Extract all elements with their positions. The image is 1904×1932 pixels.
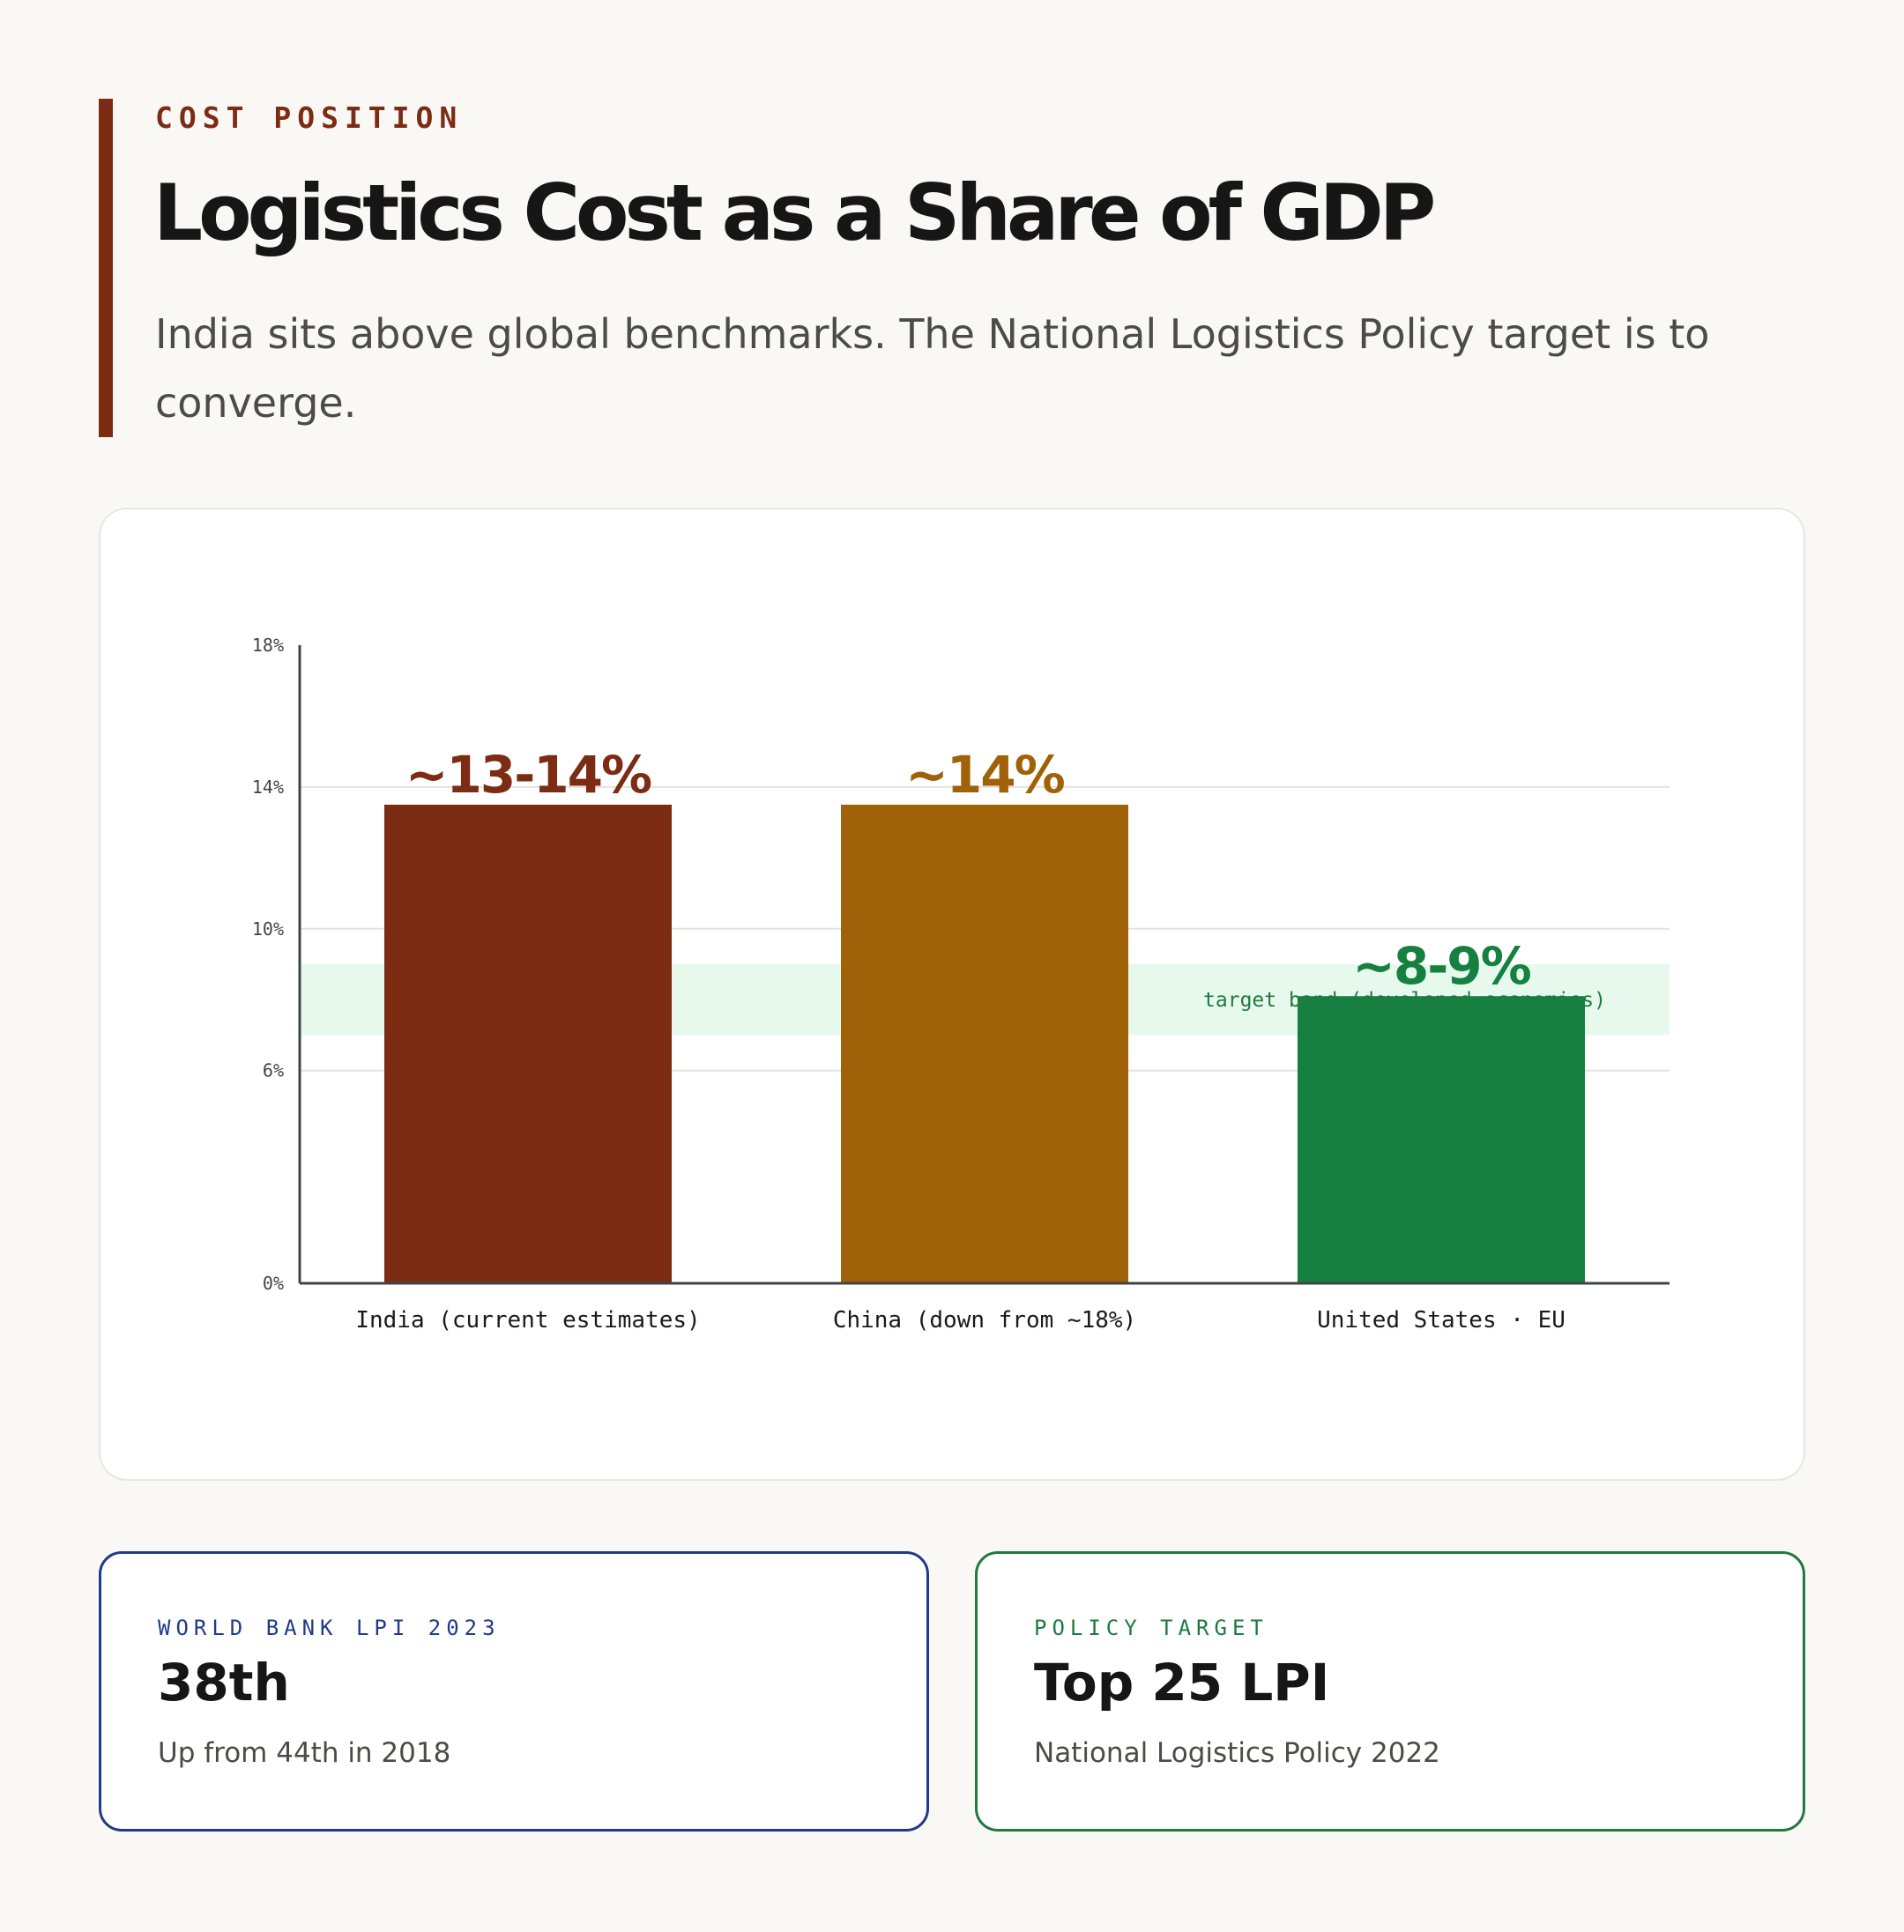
x-category-label: United States · EU xyxy=(1317,1307,1566,1334)
stat-label: WORLD BANK LPI 2023 xyxy=(158,1616,501,1640)
page-title: Logistics Cost as a Share of GDP xyxy=(153,167,1436,258)
bar-value-label: ~14% xyxy=(905,745,1064,805)
target-band-label: target band (developed economies) xyxy=(1203,989,1606,1012)
stat-card-lpi: WORLD BANK LPI 2023 38th Up from 44th in… xyxy=(99,1551,929,1832)
stat-note: National Logistics Policy 2022 xyxy=(1034,1737,1440,1769)
y-tick-label: 18% xyxy=(252,635,284,656)
bar xyxy=(841,805,1128,1283)
chart-card: 0% 6% 10% 14% 18% ~13-14% India (current estim… xyxy=(99,508,1805,1481)
stat-value: 38th xyxy=(158,1653,290,1713)
stat-note: Up from 44th in 2018 xyxy=(158,1737,451,1769)
bar-chart: 0% 6% 10% 14% 18% ~13-14% India (current estim… xyxy=(252,635,1670,1334)
bar-value-label: ~8-9% xyxy=(1352,936,1530,996)
y-tick-label: 0% xyxy=(263,1273,284,1294)
section-header: COST POSITION Logistics Cost as a Share … xyxy=(99,99,1774,437)
page-subtitle: India sits above global benchmarks. The … xyxy=(155,310,1710,427)
stat-value: Top 25 LPI xyxy=(1034,1653,1330,1713)
x-category-label: India (current estimates) xyxy=(355,1307,700,1334)
x-category-label: China (down from ~18%) xyxy=(833,1307,1136,1334)
y-tick-label: 6% xyxy=(263,1060,284,1081)
bar xyxy=(1298,996,1585,1283)
y-tick-label: 14% xyxy=(252,777,284,798)
y-tick-label: 10% xyxy=(252,918,284,940)
eyebrow-label: COST POSITION xyxy=(155,100,464,135)
bar-value-label: ~13-14% xyxy=(405,745,651,805)
stat-label: POLICY TARGET xyxy=(1034,1616,1268,1640)
bar xyxy=(384,805,672,1283)
stat-card-policy-target: POLICY TARGET Top 25 LPI National Logist… xyxy=(975,1551,1805,1832)
